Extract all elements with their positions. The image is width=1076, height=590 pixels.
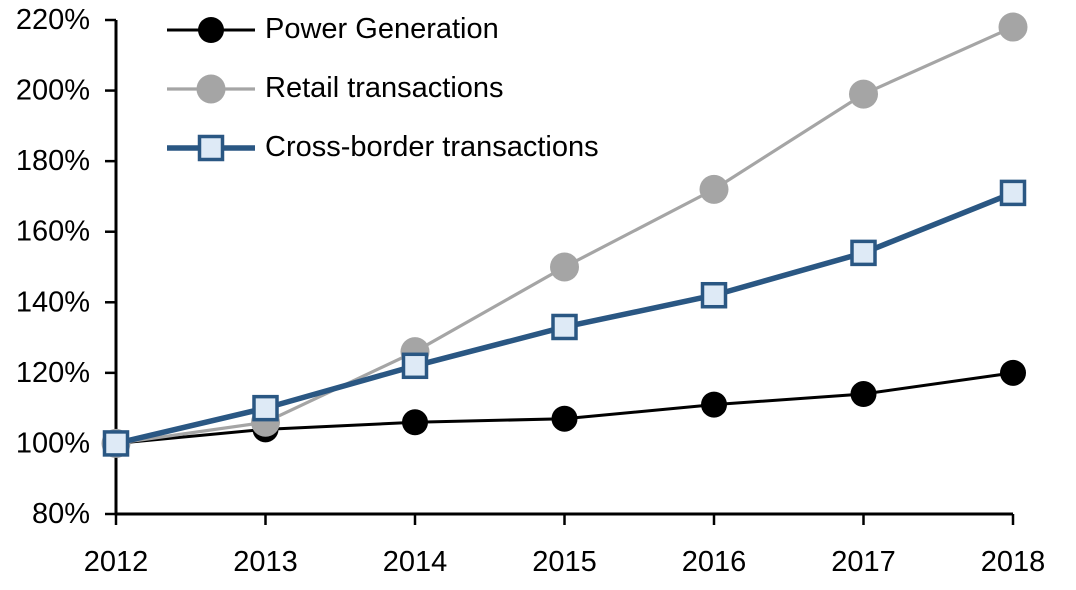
legend-label: Power Generation [265,13,499,45]
x-axis-tick-label: 2013 [233,546,298,578]
data-point-marker [850,239,877,267]
data-point-marker [699,174,729,204]
data-point-marker [252,394,279,422]
legend-sample-line-circle-icon [167,16,255,43]
data-point-marker [999,179,1027,207]
legend-item-cross-border-transactions: Cross-border transactions [166,118,599,177]
y-axis-tick-label: 120% [16,357,90,389]
legend-item-retail-transactions: Retail transactions [166,59,599,118]
legend-square-marker-icon [197,134,225,161]
data-point-marker [401,352,429,380]
legend-label: Cross-border transactions [265,131,599,163]
y-axis-tick-label: 200% [16,75,90,107]
data-point-marker [849,79,878,109]
legend-sample-line-circle-icon [167,74,255,103]
data-point-marker [998,12,1028,42]
y-axis-tick-label: 160% [16,216,90,248]
y-axis-tick-label: 100% [16,427,90,459]
x-axis-tick-label: 2016 [682,546,747,578]
data-point-marker [550,252,579,282]
x-axis-tick-label: 2017 [831,546,896,578]
data-point-marker [551,313,578,341]
legend-circle-marker-icon [198,16,224,43]
data-point-marker [1000,359,1026,386]
legend-sample-line-square-icon [167,134,255,161]
x-axis-tick-label: 2015 [532,546,597,578]
x-axis-tick-label: 2018 [981,546,1046,578]
data-point-marker [850,381,877,408]
data-point-marker [102,430,130,457]
x-axis-tick-label: 2014 [383,546,448,578]
data-point-marker [551,405,578,432]
y-axis-tick-label: 180% [16,145,90,177]
chart-legend: Power Generation Retail transactions Cro… [166,0,599,177]
data-point-marker [700,281,728,309]
data-point-marker [701,391,727,418]
y-axis-tick-label: 140% [16,286,90,318]
legend-item-power-generation: Power Generation [166,0,599,59]
data-point-marker [402,409,428,436]
legend-circle-marker-icon [196,74,226,103]
y-axis-tick-label: 220% [16,4,90,36]
legend-label: Retail transactions [265,72,504,104]
y-axis-tick-label: 80% [32,498,90,530]
x-axis-tick-label: 2012 [84,546,149,578]
